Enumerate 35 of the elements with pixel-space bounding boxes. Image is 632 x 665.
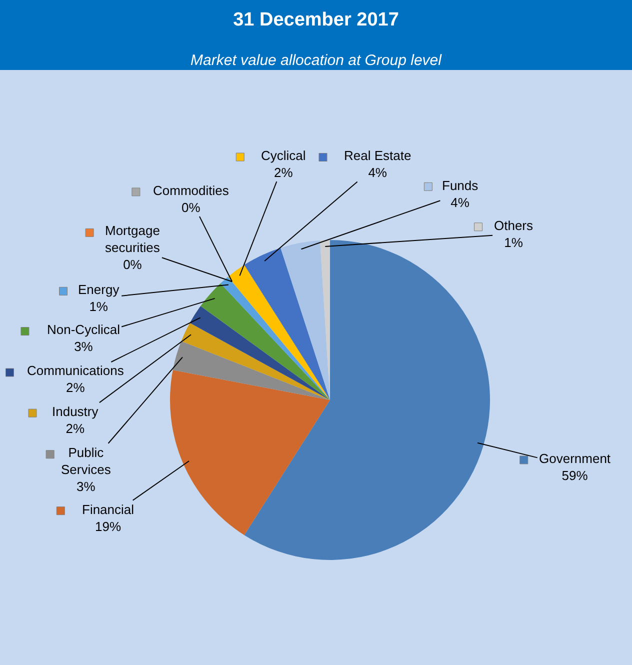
legend-label: Cyclical — [261, 148, 306, 163]
data-label: 4% — [450, 194, 470, 210]
legend-label: Commodities — [153, 183, 230, 198]
data-label: 4% — [368, 164, 388, 180]
data-label: 1% — [89, 298, 108, 314]
pie-slice — [244, 240, 490, 560]
legend-label: Industry — [52, 404, 99, 419]
text: 0% — [123, 256, 142, 272]
data-label: 3% — [76, 478, 96, 494]
legend-label: Non-Cyclical — [47, 322, 120, 337]
chart-title: 31 December 2017 — [233, 9, 399, 30]
data-label: 1% — [504, 234, 524, 250]
pie-slice — [170, 370, 330, 536]
pie-slice — [190, 306, 330, 400]
legend-label: Communications — [27, 363, 124, 378]
data-label: 59% — [562, 468, 588, 483]
legend-label: Public Services — [61, 445, 112, 477]
pie-slice — [280, 240, 330, 400]
legend-label: Energy — [78, 282, 120, 297]
legend-label: Funds — [442, 178, 479, 193]
pie-slice — [181, 322, 330, 400]
legend-label: Others — [494, 218, 534, 233]
data-label: 2% — [66, 380, 86, 395]
chart-subtitle: Market value allocation at Group level — [190, 52, 442, 69]
data-label: 3% — [74, 338, 94, 354]
legend-label: Financial — [82, 502, 134, 517]
legend-label: Mortgage securities — [105, 223, 160, 255]
data-label: 2% — [274, 164, 294, 180]
pie-slice — [200, 283, 330, 400]
pie-slice — [172, 341, 330, 400]
legend-label: Government — [539, 451, 611, 466]
data-label: 19% — [95, 518, 122, 534]
legend-label: Real Estate — [344, 148, 412, 163]
text: 0% — [182, 200, 200, 215]
data-label: 2% — [66, 420, 85, 436]
